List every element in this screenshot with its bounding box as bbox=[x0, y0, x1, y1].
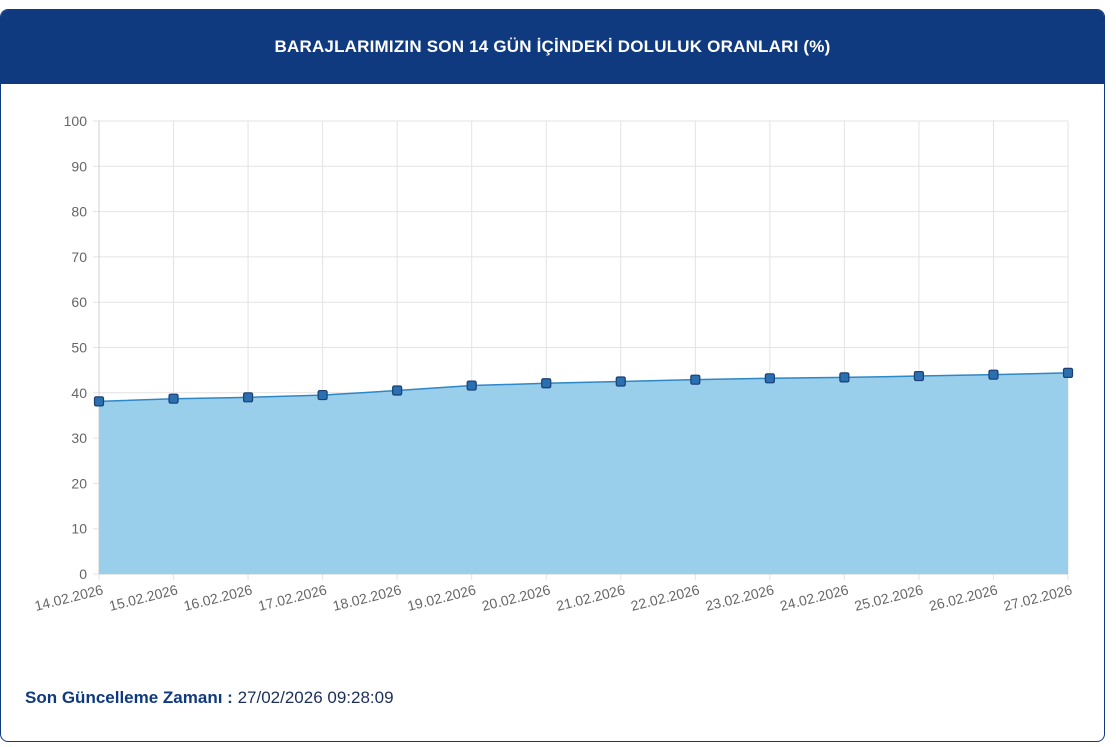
x-axis-ticks: 14.02.2026 15.02.2026 16.02.2026 17.02.2026… bbox=[33, 581, 1074, 614]
x-tick-label: 18.02.2026 bbox=[331, 581, 403, 614]
y-tick-label: 80 bbox=[71, 204, 87, 220]
x-tick-label: 20.02.2026 bbox=[480, 581, 552, 614]
last-update-label: Son Güncelleme Zamanı : bbox=[25, 688, 233, 707]
y-tick-label: 40 bbox=[71, 385, 87, 401]
series-line bbox=[98, 372, 1069, 403]
x-tick-label: 19.02.2026 bbox=[406, 581, 478, 614]
y-tick-label: 50 bbox=[71, 340, 87, 356]
data-point bbox=[1062, 367, 1074, 378]
data-point bbox=[839, 372, 850, 383]
data-point bbox=[93, 396, 105, 407]
y-tick-label: 100 bbox=[64, 113, 88, 129]
chart-header: BARAJLARIMIZIN SON 14 GÜN İÇİNDEKİ DOLUL… bbox=[1, 10, 1104, 84]
data-point bbox=[764, 373, 775, 384]
data-point bbox=[988, 369, 999, 380]
x-tick-label: 27.02.2026 bbox=[1002, 581, 1074, 614]
data-point bbox=[615, 376, 626, 387]
data-point bbox=[392, 385, 403, 396]
x-tick-label: 15.02.2026 bbox=[107, 581, 179, 614]
x-tick-label: 17.02.2026 bbox=[256, 581, 328, 614]
data-point bbox=[541, 378, 552, 389]
chart-title: BARAJLARIMIZIN SON 14 GÜN İÇİNDEKİ DOLUL… bbox=[274, 37, 831, 56]
x-tick-label: 21.02.2026 bbox=[555, 581, 627, 614]
data-points bbox=[93, 367, 1074, 407]
y-tick-label: 20 bbox=[71, 475, 87, 491]
area-fill-group bbox=[98, 372, 1069, 574]
last-update: Son Güncelleme Zamanı : 27/02/2026 09:28… bbox=[25, 688, 394, 708]
data-point bbox=[913, 370, 925, 382]
y-tick-label: 90 bbox=[71, 158, 87, 174]
y-tick-label: 70 bbox=[71, 249, 87, 265]
y-axis-ticks: 0 10 20 30 40 50 60 70 80 90 100 bbox=[64, 113, 88, 582]
data-point bbox=[466, 380, 477, 391]
x-tick-label: 23.02.2026 bbox=[704, 581, 776, 614]
area-fill bbox=[99, 372, 1068, 574]
x-tick-label: 16.02.2026 bbox=[182, 581, 254, 614]
data-point bbox=[690, 374, 701, 385]
y-tick-label: 0 bbox=[79, 566, 87, 582]
y-tick-label: 60 bbox=[71, 294, 87, 310]
x-tick-label: 24.02.2026 bbox=[778, 581, 850, 614]
y-tick-label: 30 bbox=[71, 430, 87, 446]
x-tick-label: 25.02.2026 bbox=[853, 581, 925, 614]
x-tick-label: 14.02.2026 bbox=[33, 581, 105, 614]
x-tick-label: 22.02.2026 bbox=[629, 581, 701, 614]
x-tick-label: 26.02.2026 bbox=[927, 581, 999, 614]
last-update-value: 27/02/2026 09:28:09 bbox=[237, 688, 394, 707]
data-point bbox=[242, 392, 254, 403]
data-point bbox=[168, 393, 179, 404]
data-point bbox=[317, 389, 328, 401]
y-tick-label: 10 bbox=[71, 521, 87, 537]
